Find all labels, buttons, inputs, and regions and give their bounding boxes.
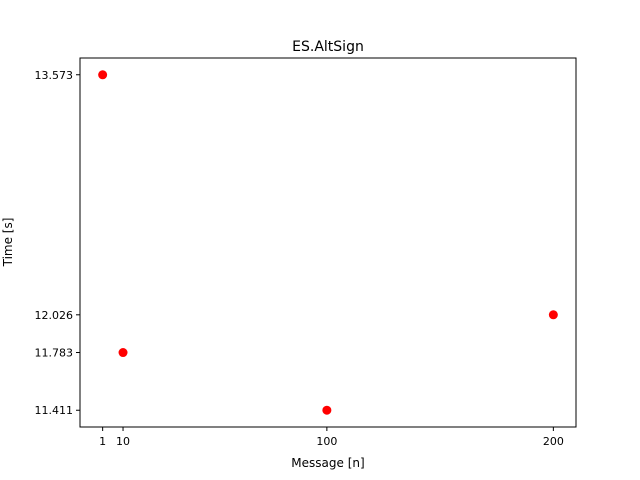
x-axis-label: Message [n]: [291, 456, 364, 470]
plot-area: 1 10 100 200 11.411 11.783 12.026 13.573: [35, 57, 577, 448]
data-points: [98, 70, 558, 415]
y-tick-label: 11.783: [35, 347, 74, 360]
data-point: [98, 70, 108, 80]
y-tick-label: 12.026: [35, 309, 74, 322]
x-tick-label: 10: [116, 435, 130, 448]
y-tick-label: 13.573: [35, 69, 74, 82]
data-point: [118, 348, 128, 358]
chart-title: ES.AltSign: [292, 39, 364, 55]
data-point: [548, 310, 558, 320]
x-tick-label: 200: [543, 435, 564, 448]
plot-frame: [79, 57, 577, 428]
data-point: [322, 405, 332, 415]
y-axis-label: Time [s]: [1, 218, 15, 268]
x-tick-label: 1: [99, 435, 106, 448]
axis-ticks: 1 10 100 200 11.411 11.783 12.026 13.573: [35, 69, 564, 448]
y-tick-label: 11.411: [35, 404, 74, 417]
x-tick-label: 100: [316, 435, 337, 448]
